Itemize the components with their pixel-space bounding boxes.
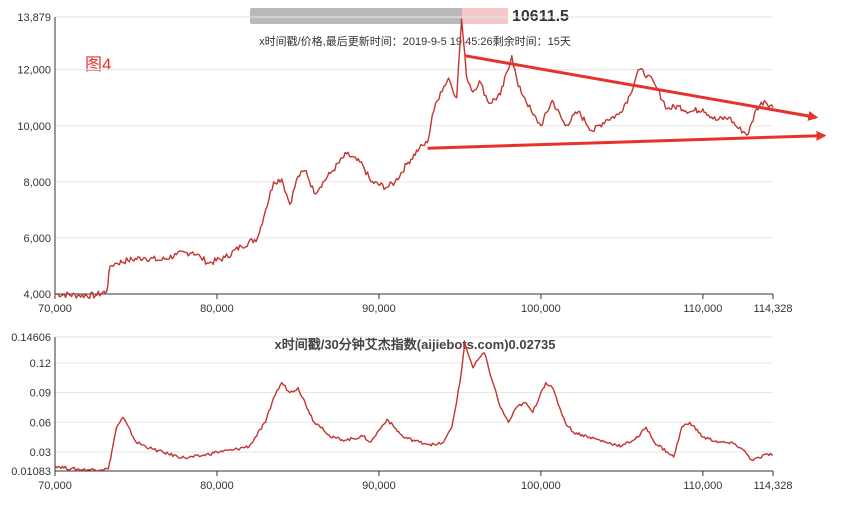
bottom-y-tick-label: 0.12 (30, 358, 51, 370)
top-x-tick-label: 110,000 (683, 303, 722, 315)
top-series-line (54, 18, 774, 300)
top-y-tick-label: 8,000 (23, 177, 51, 189)
top-y-tick-label: 12,000 (17, 65, 51, 77)
blur-box (250, 8, 508, 24)
top-chart-grid (55, 16, 773, 239)
bottom-x-tick-label: 80,000 (200, 480, 234, 492)
top-y-tick-label: 13,879 (17, 12, 51, 24)
bottom-series-line (54, 342, 774, 472)
top-x-tick-label: 114,328 (754, 303, 793, 315)
trendline-arrow (427, 130, 827, 150)
top-y-tick-label: 6,000 (23, 233, 51, 245)
bottom-x-tick-label: 100,000 (521, 480, 561, 492)
bottom-y-tick-label: 0.09 (30, 388, 51, 400)
trendlines (427, 54, 827, 150)
trendline-arrow (464, 54, 819, 121)
bottom-chart-axes: 0.01083 0.03 0.06 0.09 0.12 0.14606 70,000 80,0… (11, 332, 792, 492)
top-x-tick-label: 90,000 (362, 303, 396, 315)
top-x-tick-label: 100,000 (521, 303, 561, 315)
bottom-x-tick-label: 70,000 (38, 480, 72, 492)
bottom-chart-grid (55, 336, 773, 453)
bottom-chart-title: x时间戳/30分钟艾杰指数(aijiebots.com)0.02735 (274, 337, 555, 352)
top-chart-subtitle: x时间戳/价格,最后更新时间：2019-9-5 19:45:26剩余时间：15天 (259, 34, 571, 48)
top-y-tick-label: 10,000 (17, 121, 51, 133)
top-x-tick-label: 80,000 (200, 303, 234, 315)
blurred-title-prefix (250, 8, 508, 24)
top-chart-series (54, 18, 774, 300)
bottom-x-tick-label: 114,328 (754, 480, 793, 492)
bottom-y-tick-label: 0.03 (30, 447, 51, 459)
figure-annotation: 图4 (85, 55, 111, 74)
top-x-tick-label: 70,000 (38, 303, 72, 315)
bottom-y-tick-label: 0.01083 (11, 466, 51, 478)
bottom-chart-series (54, 342, 774, 472)
blur-box-pink (462, 8, 508, 24)
top-chart-axes: 4,000 6,000 8,000 10,000 12,000 13,879 70,000 8… (17, 12, 792, 315)
bottom-x-tick-label: 90,000 (362, 480, 396, 492)
bottom-x-tick-label: 110,000 (683, 480, 722, 492)
bottom-y-tick-label: 0.06 (30, 417, 51, 429)
top-y-tick-label: 4,000 (23, 289, 51, 301)
bottom-y-tick-label: 0.14606 (11, 332, 51, 344)
